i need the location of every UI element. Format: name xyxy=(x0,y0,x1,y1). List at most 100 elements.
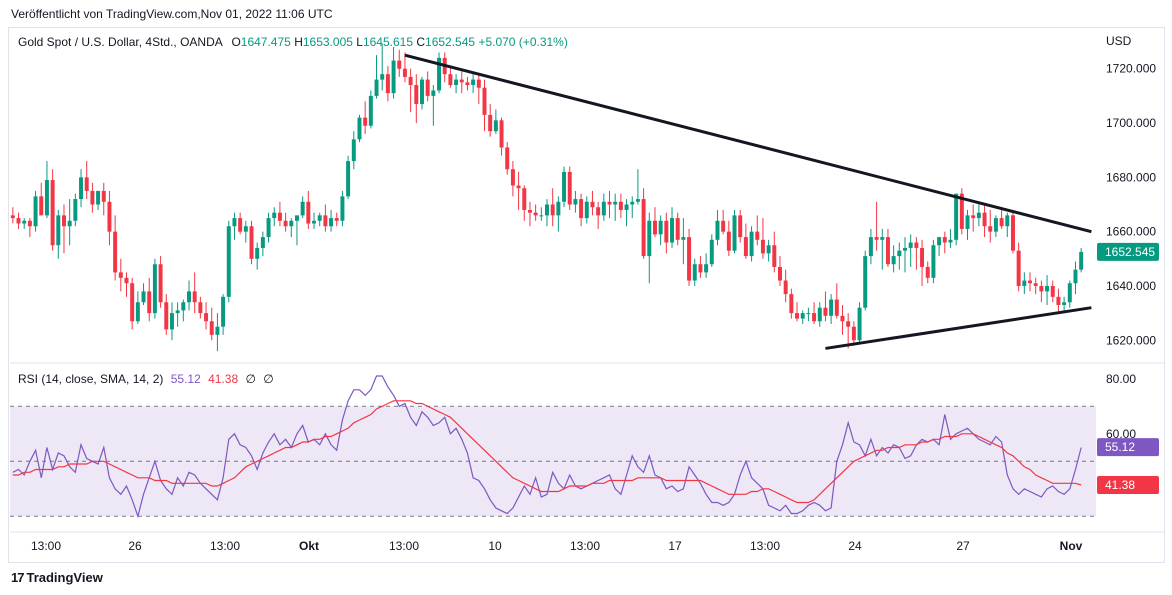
candle xyxy=(272,207,277,227)
rsi-legend: RSI (14, close, SMA, 14, 2) 55.12 41.38 … xyxy=(18,372,274,386)
candle-body xyxy=(982,212,987,227)
candle-body xyxy=(1073,269,1078,284)
candle-body xyxy=(1045,285,1050,292)
candle-body xyxy=(766,245,771,254)
candle xyxy=(732,209,737,254)
candle-body xyxy=(976,212,981,219)
time-tick-label: 24 xyxy=(848,539,862,553)
candle-body xyxy=(198,302,203,314)
candle xyxy=(635,169,640,205)
candle xyxy=(698,256,703,278)
candle xyxy=(573,190,578,213)
candle xyxy=(795,302,800,322)
candle xyxy=(368,90,373,129)
candle-body xyxy=(1010,215,1015,251)
candle xyxy=(1016,242,1021,292)
candle-body xyxy=(965,215,970,229)
rsi-band: 80.00 60.00 xyxy=(10,372,1136,517)
candle-body xyxy=(61,215,66,227)
rsi-tick-label: 80.00 xyxy=(1106,372,1136,386)
candles xyxy=(10,44,1084,352)
candle-body xyxy=(385,74,390,94)
candle xyxy=(306,190,311,229)
candle xyxy=(1005,212,1010,238)
candle-body xyxy=(471,79,476,86)
candle-body xyxy=(113,231,118,273)
candle-body xyxy=(226,226,231,297)
candle-body xyxy=(783,280,788,295)
candle xyxy=(204,302,209,330)
price-tick-label: 1700.000 xyxy=(1106,116,1156,130)
open-label: O xyxy=(231,35,241,49)
candle-body xyxy=(840,315,845,322)
candle xyxy=(255,242,260,270)
candle-body xyxy=(590,201,595,208)
candle xyxy=(766,239,771,262)
time-tick-label: 13:00 xyxy=(210,539,240,553)
candle-body xyxy=(255,247,260,259)
candle xyxy=(374,55,379,99)
time-tick-label: 10 xyxy=(488,539,502,553)
candle-body xyxy=(243,226,248,232)
close-label: C xyxy=(416,35,426,49)
candle xyxy=(96,190,101,210)
rsi-ma-value: 41.38 xyxy=(208,372,239,386)
candle xyxy=(340,190,345,227)
candle-body xyxy=(232,218,237,227)
candle-body xyxy=(624,204,629,210)
candle xyxy=(959,188,964,235)
candle-body xyxy=(164,302,169,330)
candle-body xyxy=(726,231,731,251)
candle xyxy=(857,302,862,343)
candle xyxy=(880,228,885,270)
candle xyxy=(27,218,32,238)
tradingview-logo[interactable]: 17 TradingView xyxy=(11,570,103,585)
candle xyxy=(533,204,538,221)
candle-body xyxy=(101,190,106,202)
candle-body xyxy=(670,218,675,243)
candle-body xyxy=(795,313,800,319)
rsi-na-1: ∅ xyxy=(245,372,256,386)
candle xyxy=(806,307,811,322)
candle xyxy=(79,169,84,208)
candle-body xyxy=(141,291,146,303)
candle xyxy=(664,212,669,254)
candle-body xyxy=(1067,283,1072,303)
candle-body xyxy=(187,291,191,303)
candle xyxy=(1050,280,1055,303)
candle xyxy=(550,188,555,227)
candle xyxy=(209,307,214,341)
candle-body xyxy=(533,212,538,216)
candle xyxy=(73,193,78,227)
candle-body xyxy=(641,199,646,257)
candle-body xyxy=(363,117,368,126)
candle-body xyxy=(448,74,453,86)
time-tick-label: 13:00 xyxy=(750,539,780,553)
candle xyxy=(1045,275,1050,305)
candle-body xyxy=(1039,285,1044,292)
candle xyxy=(414,74,419,124)
candle xyxy=(505,142,510,175)
candle-body xyxy=(851,326,856,341)
candle xyxy=(607,190,612,219)
price-tick-label: 1660.000 xyxy=(1106,225,1156,239)
candle-body xyxy=(334,218,339,221)
candle xyxy=(982,204,987,238)
rsi-value-badge-bg xyxy=(1097,438,1159,457)
candle-body xyxy=(312,220,317,224)
candle-body xyxy=(715,220,720,240)
candle xyxy=(652,207,657,238)
candle-body xyxy=(630,201,635,205)
candle xyxy=(260,231,265,257)
candle xyxy=(135,291,140,324)
candle xyxy=(670,207,675,248)
candle xyxy=(266,212,271,243)
candle-body xyxy=(596,207,601,216)
time-tick-label: 13:00 xyxy=(389,539,419,553)
candle-body xyxy=(454,79,459,86)
rsi-ma-badge-text: 41.38 xyxy=(1105,478,1135,492)
candle xyxy=(783,269,788,303)
candle xyxy=(624,199,629,227)
candle xyxy=(914,237,919,270)
